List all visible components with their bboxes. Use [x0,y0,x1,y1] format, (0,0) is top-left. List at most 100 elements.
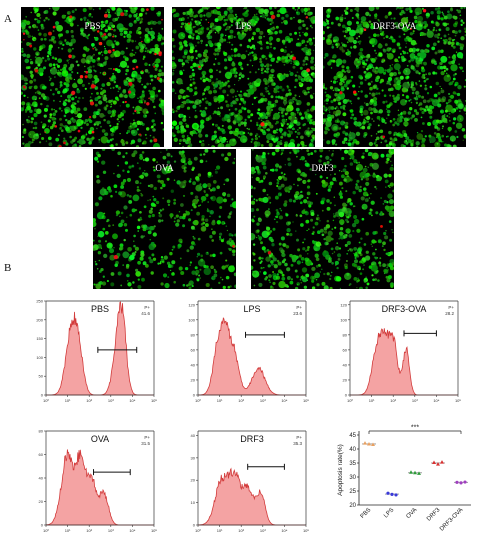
green-cell [351,222,357,228]
green-cell [91,55,94,57]
green-cell [376,257,379,259]
green-cell [249,119,253,122]
green-cell [333,213,335,215]
green-cell [106,8,111,13]
green-cell [332,164,337,169]
green-cell [149,50,152,54]
green-cell [298,170,302,174]
green-cell [140,97,144,102]
green-cell [379,264,382,267]
red-cell [54,125,58,128]
green-cell [352,205,355,208]
green-cell [227,84,231,88]
green-cell [375,92,379,95]
green-cell [264,210,271,217]
green-cell [395,24,400,30]
green-cell [292,258,297,263]
x-tick-label: DRF3-OVA [439,507,464,532]
micrograph-lps: LPS [172,7,315,147]
green-cell [175,125,180,130]
green-cell [21,107,25,112]
green-cell [366,120,370,123]
green-cell [294,78,298,82]
green-cell [228,238,232,241]
y-tick-label: 60 [39,452,44,457]
green-cell [332,39,337,43]
green-cell [203,54,206,57]
green-cell [48,63,53,67]
green-cell [270,108,274,112]
green-cell [205,282,210,288]
green-cell [283,131,287,135]
green-cell [289,17,293,20]
green-cell [434,51,438,55]
green-cell [344,243,348,247]
green-cell [345,121,349,126]
green-cell [354,253,358,257]
green-cell [290,60,293,63]
green-cell [307,12,311,16]
green-cell [76,89,81,94]
green-cell [47,50,52,55]
green-cell [444,143,448,147]
green-cell [248,116,250,118]
green-cell [307,51,312,56]
green-cell [234,114,238,118]
gate-value: 41.6 [141,311,150,316]
green-cell [281,88,285,92]
green-cell [453,117,457,121]
green-cell [138,12,143,17]
green-cell [258,35,263,40]
green-cell [110,75,117,82]
green-cell [286,232,290,236]
green-cell [110,67,112,70]
green-cell [371,245,373,247]
green-cell [433,93,438,98]
green-cell [434,141,441,147]
green-cell [306,248,310,252]
data-point [455,480,459,484]
green-cell [281,16,285,20]
green-cell [154,67,158,71]
green-cell [238,73,241,77]
green-cell [321,179,326,184]
green-cell [92,65,95,68]
green-cell [182,213,187,217]
green-cell [253,284,256,287]
green-cell [446,22,449,26]
x-tick-label: 10⁰ [43,398,49,403]
green-cell [147,71,150,74]
green-cell [241,33,246,38]
green-cell [414,19,418,24]
green-cell [169,264,174,268]
green-cell [203,153,206,156]
green-cell [219,251,223,255]
green-cell [309,130,313,134]
green-cell [249,82,252,85]
green-cell [300,116,304,120]
green-cell [410,86,413,89]
green-cell [281,22,283,24]
green-cell [311,266,316,272]
green-cell [22,53,27,57]
green-cell [301,145,304,147]
green-cell [188,286,192,289]
micrograph-canvas [21,7,164,147]
green-cell [189,100,193,104]
green-cell [98,112,101,115]
green-cell [373,49,377,52]
green-cell [256,82,260,87]
green-cell [98,100,103,105]
green-cell [173,201,177,205]
green-cell [199,140,202,144]
green-cell [190,59,193,62]
red-cell [63,141,66,145]
green-cell [177,124,179,127]
green-cell [278,127,283,132]
green-cell [283,177,288,181]
x-tick-label: 10⁵ [303,528,309,533]
green-cell [84,118,89,123]
green-cell [360,113,364,116]
y-tick-label: 25 [349,489,356,495]
green-cell [389,238,393,242]
